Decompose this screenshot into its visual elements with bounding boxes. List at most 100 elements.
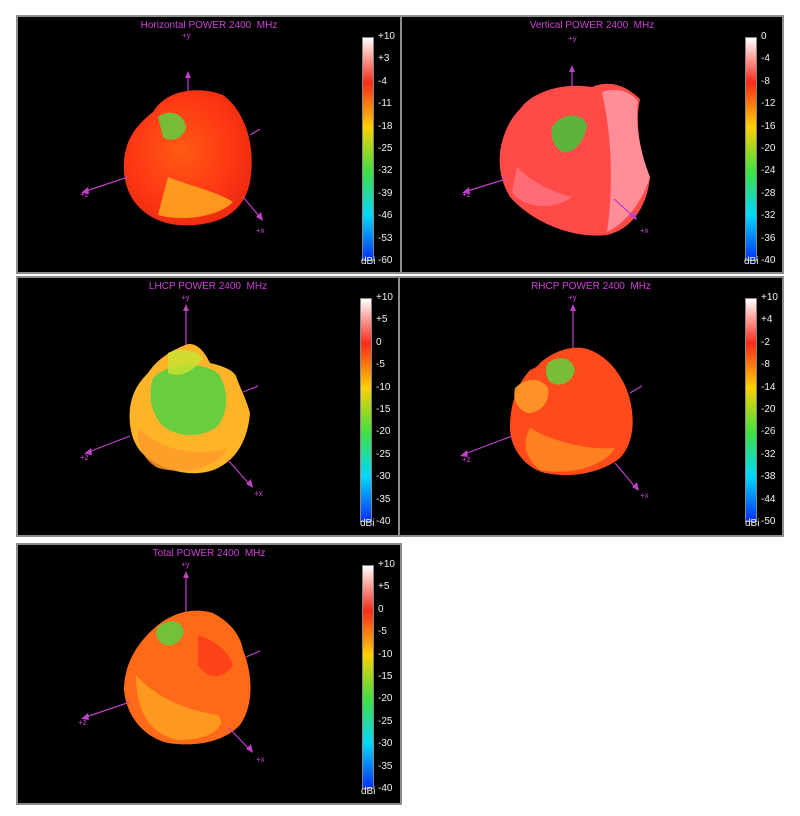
y-axis-label: +y <box>181 560 190 569</box>
radiation-pattern-3d[interactable]: +y +z +x <box>18 17 400 272</box>
pattern-high-region <box>525 428 615 472</box>
colorbar-tick-label: +10 <box>376 292 393 303</box>
colorbar-tick-label: 0 <box>761 31 767 42</box>
x-axis-arrow <box>632 482 639 491</box>
radiation-pattern-3d[interactable]: +y +z +x <box>18 545 400 803</box>
z-axis-label: +z <box>462 455 471 464</box>
x-axis-label: +x <box>640 226 649 235</box>
panel-title: Total POWER 2400 MHz <box>152 548 266 559</box>
colorbar-tick-label: -2 <box>761 336 770 348</box>
colorbar-tick-label: -26 <box>761 426 776 438</box>
colorbar-tick-label: -4 <box>761 53 770 65</box>
colorbar-tick-label: -25 <box>376 448 391 460</box>
colorbar <box>745 37 757 261</box>
colorbar-unit: dBi <box>361 786 376 797</box>
panel-vertical: Vertical POWER 2400 MHz +y +z +x dBi 0 -4… <box>400 15 784 274</box>
z-axis-arrow <box>84 448 92 455</box>
x-axis-line <box>614 462 637 489</box>
colorbar-tick-label: -20 <box>378 693 393 705</box>
x-axis-arrow <box>630 211 637 220</box>
y-axis-arrow <box>183 304 189 311</box>
panel-title: LHCP POWER 2400 MHz <box>148 281 268 292</box>
colorbar-tick-label: -15 <box>378 671 393 682</box>
colorbar <box>360 298 372 522</box>
z-axis-line <box>82 176 129 193</box>
pattern-low-region <box>156 621 184 646</box>
z-axis-label: +z <box>78 718 87 727</box>
radiation-pattern-3d[interactable]: +y +z +x <box>402 17 782 272</box>
colorbar-tick-label: -32 <box>761 448 776 460</box>
colorbar-tick-label: +10 <box>378 31 395 42</box>
z-axis-arrow <box>81 187 89 194</box>
colorbar-tick-label: -14 <box>761 381 776 393</box>
y-axis-label: +y <box>568 293 577 302</box>
colorbar-tick-label: -4 <box>378 75 387 87</box>
y-axis-arrow <box>185 71 191 78</box>
y-axis-label: +y <box>182 31 191 40</box>
axis-stub <box>245 650 261 658</box>
z-axis-arrow <box>81 713 89 720</box>
colorbar-tick-label: -39 <box>378 187 393 199</box>
panel-lhcp: LHCP POWER 2400 MHz +y +z +x dBi +10 +5 0 -… <box>16 276 400 537</box>
axis-stub <box>249 128 261 136</box>
pattern-high-region <box>137 428 228 471</box>
colorbar-tick-label: -15 <box>376 404 391 415</box>
z-axis-label: +z <box>462 190 471 199</box>
x-axis-label: +x <box>254 489 263 498</box>
colorbar-unit: dBi <box>360 518 375 529</box>
colorbar-tick-label: -38 <box>761 471 776 483</box>
colorbar-tick-label: -11 <box>378 98 392 110</box>
panel-total: Total POWER 2400 MHz +y +z +x dBi +10 +5 0… <box>16 543 402 805</box>
x-axis-line <box>613 198 635 218</box>
z-axis-label: +z <box>80 190 89 199</box>
colorbar-tick-label: -60 <box>378 255 393 266</box>
pattern-low-region <box>551 115 587 153</box>
colorbar-tick-label: +3 <box>378 53 390 65</box>
colorbar-tick-label: -20 <box>761 143 776 154</box>
colorbar-tick-label: -32 <box>761 210 776 222</box>
colorbar-tick-label: 0 <box>376 336 382 348</box>
colorbar-unit: dBi <box>361 256 376 267</box>
colorbar-tick-label: -25 <box>378 143 393 154</box>
colorbar-tick-label: -25 <box>378 715 393 727</box>
colorbar-tick-label: -16 <box>761 120 776 132</box>
x-axis-label: +x <box>256 226 265 235</box>
colorbar-tick-label: +5 <box>376 314 388 326</box>
pattern-low-region <box>150 364 227 435</box>
colorbar-tick-label: -40 <box>761 255 776 266</box>
colorbar-tick-label: -10 <box>376 381 391 393</box>
pattern-mid-region <box>168 349 203 375</box>
panel-rhcp: RHCP POWER 2400 MHz +y +z +x dBi +10 +4 -2… <box>398 276 784 537</box>
colorbar-tick-label: -12 <box>761 98 776 110</box>
x-axis-label: +x <box>640 491 649 500</box>
radiation-pattern-3d[interactable]: +y +z +x <box>400 278 782 535</box>
axis-stub <box>629 385 643 394</box>
z-axis-line <box>82 701 131 719</box>
colorbar-tick-label: -35 <box>376 493 391 505</box>
x-axis-line <box>227 459 251 486</box>
y-axis-label: +y <box>181 293 190 302</box>
x-axis-arrow <box>246 479 253 488</box>
colorbar-tick-label: -8 <box>761 359 770 371</box>
colorbar-tick-label: -36 <box>761 232 776 244</box>
x-axis-line <box>227 726 251 751</box>
colorbar-tick-label: -10 <box>378 648 393 660</box>
colorbar-tick-label: -8 <box>761 75 770 87</box>
pattern-mid-region <box>512 167 572 207</box>
colorbar-tick-label: -40 <box>376 516 391 527</box>
colorbar-tick-label: -5 <box>378 626 387 638</box>
z-axis-arrow <box>462 187 470 194</box>
colorbar-tick-label: +10 <box>761 292 778 303</box>
x-axis-label: +x <box>256 755 265 764</box>
colorbar-tick-label: -46 <box>378 210 393 222</box>
colorbar-tick-label: -5 <box>376 359 385 371</box>
panel-horizontal: Horizontal POWER 2400 MHz +y +z +x dBi +… <box>16 15 402 274</box>
colorbar <box>745 298 757 522</box>
x-axis-arrow <box>256 212 263 221</box>
y-axis-arrow <box>183 571 189 578</box>
colorbar-tick-label: +5 <box>378 581 390 593</box>
z-axis-line <box>461 435 513 456</box>
colorbar-tick-label: -50 <box>761 516 776 527</box>
pattern-mid-region <box>136 675 222 740</box>
radiation-pattern-3d[interactable]: +y +z +x <box>18 278 398 535</box>
